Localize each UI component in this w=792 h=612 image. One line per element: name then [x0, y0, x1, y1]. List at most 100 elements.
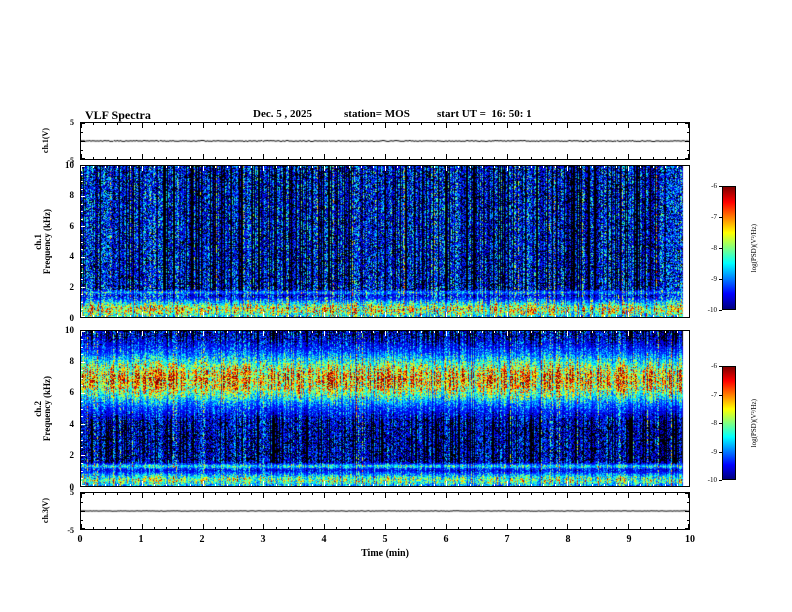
- tick-mark: [446, 154, 447, 159]
- tick-mark: [215, 166, 216, 168]
- tick-mark: [93, 527, 94, 529]
- tick-mark: [687, 219, 689, 220]
- tick-mark: [616, 493, 617, 495]
- tick-mark: [482, 123, 483, 125]
- tick-mark: [81, 463, 83, 464]
- tick-mark: [276, 527, 277, 529]
- tick-mark: [203, 331, 204, 336]
- tick-mark: [93, 157, 94, 159]
- tick-mark: [81, 287, 85, 288]
- tick-mark: [687, 401, 689, 402]
- tick-mark: [543, 157, 544, 159]
- tick-mark: [494, 527, 495, 529]
- tick-mark: [312, 157, 313, 159]
- tick-mark: [276, 166, 277, 168]
- tick-mark: [81, 196, 85, 197]
- tick-mark: [604, 157, 605, 159]
- tick-mark: [385, 331, 386, 336]
- colorbar2-label-text: log(PSD)(V²/Hz): [750, 398, 758, 448]
- tick-mark: [531, 484, 532, 486]
- tick-mark: [687, 204, 689, 205]
- tick-mark: [665, 166, 666, 168]
- tick-mark: [653, 166, 654, 168]
- tick-mark: [688, 493, 689, 498]
- tick-mark: [142, 524, 143, 529]
- tick-mark: [324, 123, 325, 128]
- ch3-voltage-axis-label: ch.3(V): [38, 492, 54, 530]
- tick-mark: [507, 481, 508, 486]
- tick-mark: [166, 123, 167, 125]
- tick-mark: [409, 315, 410, 317]
- tick-mark: [687, 339, 689, 340]
- tick-mark: [409, 493, 410, 495]
- cb2-tick-label: -10: [707, 476, 717, 484]
- tick-mark: [81, 272, 83, 273]
- tick-mark: [628, 481, 629, 486]
- tick-mark: [251, 315, 252, 317]
- tick-mark: [688, 524, 689, 529]
- tick-mark: [719, 310, 722, 311]
- tick-mark: [361, 123, 362, 125]
- tick-mark: [616, 123, 617, 125]
- tick-mark: [685, 287, 689, 288]
- tick-mark: [276, 331, 277, 333]
- tick-mark: [373, 166, 374, 168]
- tick-mark: [300, 331, 301, 333]
- tick-mark: [434, 166, 435, 168]
- tick-mark: [567, 493, 568, 498]
- tick-mark: [93, 166, 94, 168]
- tick-mark: [190, 123, 191, 125]
- tick-mark: [324, 154, 325, 159]
- ch1-colorbar: [722, 186, 736, 310]
- tick-mark: [81, 370, 83, 371]
- x-tick-label: 8: [565, 534, 571, 545]
- tick-mark: [81, 189, 83, 190]
- tick-mark: [227, 527, 228, 529]
- tick-mark: [361, 527, 362, 529]
- tick-mark: [687, 272, 689, 273]
- tick-mark: [494, 315, 495, 317]
- cb1-tick-label: -10: [707, 306, 717, 314]
- tick-mark: [458, 166, 459, 168]
- tick-mark: [409, 484, 410, 486]
- tick-mark: [239, 315, 240, 317]
- tick-mark: [239, 123, 240, 125]
- tick-mark: [81, 316, 85, 317]
- tick-mark: [81, 174, 83, 175]
- tick-mark: [555, 157, 556, 159]
- tick-mark: [312, 493, 313, 495]
- tick-mark: [543, 493, 544, 495]
- tick-mark: [324, 481, 325, 486]
- tick-mark: [215, 315, 216, 317]
- colorbar1-label: log(PSD)(V²/Hz): [750, 186, 758, 310]
- tick-mark: [688, 481, 689, 486]
- tick-mark: [592, 493, 593, 495]
- cb2-tick-label: -7: [711, 390, 717, 399]
- tick-mark: [81, 211, 83, 212]
- tick-mark: [688, 312, 689, 317]
- tick-mark: [687, 354, 689, 355]
- tick-mark: [190, 527, 191, 529]
- tick-mark: [531, 123, 532, 125]
- tick-mark: [190, 315, 191, 317]
- tick-mark: [336, 315, 337, 317]
- tick-mark: [567, 524, 568, 529]
- tick-mark: [373, 157, 374, 159]
- tick-mark: [687, 440, 689, 441]
- tick-mark: [312, 315, 313, 317]
- tick-mark: [93, 493, 94, 495]
- tick-mark: [685, 362, 689, 363]
- cb2-tick-label: -6: [711, 362, 717, 370]
- tick-mark: [263, 481, 264, 486]
- tick-mark: [685, 141, 689, 142]
- tick-mark: [687, 302, 689, 303]
- tick-mark: [685, 331, 689, 332]
- ch1-voltage-trace: [81, 123, 689, 159]
- tick-mark: [263, 123, 264, 128]
- tick-mark: [397, 527, 398, 529]
- tick-mark: [336, 484, 337, 486]
- tick-mark: [592, 484, 593, 486]
- x-tick-label: 4: [321, 534, 327, 545]
- tick-mark: [81, 471, 83, 472]
- tick-mark: [616, 157, 617, 159]
